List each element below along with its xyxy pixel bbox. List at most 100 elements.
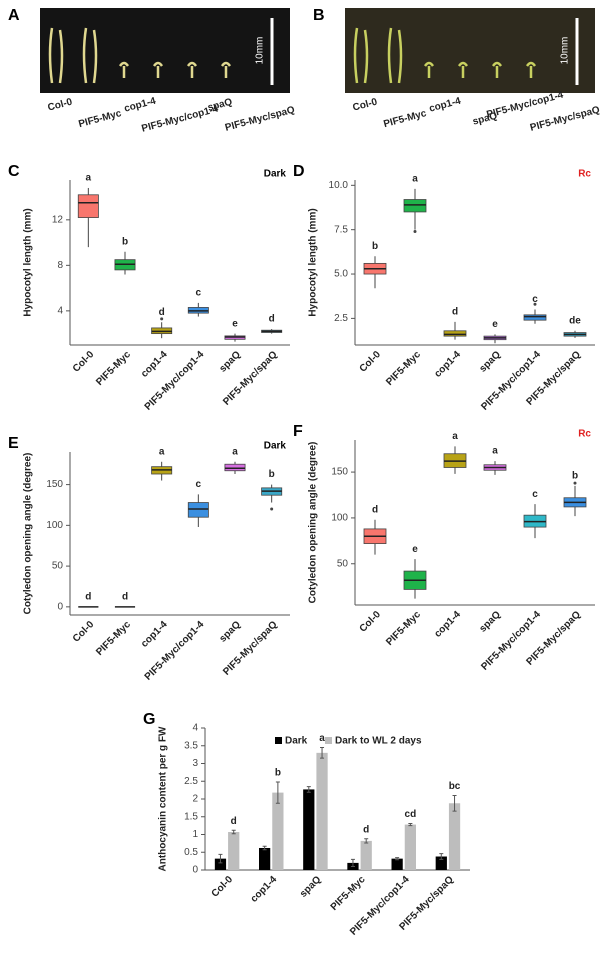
significance-letter: d <box>452 307 458 318</box>
condition-label: Dark <box>264 169 287 180</box>
seedling <box>353 27 369 84</box>
y-tick-label: 0 <box>192 865 198 876</box>
seedling <box>423 61 435 78</box>
y-tick-label: 50 <box>337 558 349 569</box>
x-tick-label: Col-0 <box>210 874 236 900</box>
condition-label: Dark <box>264 441 287 452</box>
y-tick-label: 2.5 <box>334 313 348 324</box>
significance-letter: a <box>452 431 458 442</box>
error-bar <box>395 857 400 861</box>
error-bar <box>439 853 444 860</box>
significance-letter: c <box>532 489 538 500</box>
photo <box>345 8 595 93</box>
y-tick-label: 12 <box>52 214 64 225</box>
seedling <box>457 61 469 78</box>
significance-letter: a <box>86 173 92 184</box>
x-tick-label: PIF5-Myc <box>94 619 133 658</box>
seedling <box>82 27 98 84</box>
significance-letter: d <box>269 314 275 325</box>
significance-letter: b <box>572 470 578 481</box>
significance-letter: bc <box>449 781 461 792</box>
bar <box>404 824 416 870</box>
significance-letter: e <box>232 318 238 329</box>
y-tick-label: 100 <box>46 520 63 531</box>
y-tick-label: 2 <box>192 794 198 805</box>
significance-letter: d <box>85 591 91 602</box>
outlier <box>533 302 537 306</box>
significance-letter: b <box>275 768 281 779</box>
seedling <box>491 61 503 78</box>
x-tick-label: spaQ <box>478 349 504 375</box>
y-tick-label: 8 <box>57 260 63 271</box>
panel-letter: D <box>293 163 305 180</box>
significance-letter: b <box>269 469 275 480</box>
box <box>224 463 246 472</box>
y-tick-label: 7.5 <box>334 224 348 235</box>
bar <box>435 856 447 870</box>
seedling <box>525 61 537 78</box>
y-axis-title: Hypocotyl length (mm) <box>308 208 319 316</box>
error-bar <box>350 858 355 867</box>
y-tick-label: 100 <box>331 513 348 524</box>
box <box>77 194 99 218</box>
outlier <box>413 229 417 233</box>
y-tick-label: 2.5 <box>184 776 198 787</box>
box <box>523 314 547 321</box>
significance-letter: b <box>122 236 128 247</box>
scale-label: 10mm <box>255 37 266 65</box>
error-bar <box>275 781 280 804</box>
scale-label: 10mm <box>560 37 571 65</box>
seedling <box>48 27 64 84</box>
box <box>403 199 427 213</box>
significance-letter: a <box>412 174 418 185</box>
x-tick-label: spaQ <box>218 349 244 375</box>
y-tick-label: 0.5 <box>184 847 198 858</box>
photo <box>40 8 290 93</box>
significance-letter: c <box>196 479 202 490</box>
y-tick-label: 50 <box>52 561 64 572</box>
legend-label: Dark <box>285 736 308 747</box>
y-axis-title: Hypocotyl length (mm) <box>23 208 34 316</box>
photo-label: PIF5-Myc/spaQ <box>224 104 296 133</box>
y-tick-label: 4 <box>192 723 198 734</box>
significance-letter: d <box>122 591 128 602</box>
seedling <box>152 61 164 78</box>
significance-letter: d <box>231 816 237 827</box>
significance-letter: d <box>372 504 378 515</box>
bar <box>391 858 403 870</box>
legend-swatch <box>275 737 282 744</box>
seedling <box>186 61 198 78</box>
significance-letter: a <box>492 446 498 457</box>
x-tick-label: PIF5-Myc <box>329 874 368 913</box>
y-tick-label: 3.5 <box>184 740 198 751</box>
x-tick-label: Col-0 <box>71 619 97 645</box>
x-tick-label: spaQ <box>218 619 244 645</box>
y-axis-title: Cotyledon opening angle (degree) <box>308 442 319 604</box>
outlier <box>270 507 274 511</box>
y-tick-label: 1 <box>192 829 198 840</box>
error-bar <box>364 838 369 844</box>
bar <box>214 858 227 870</box>
significance-letter: a <box>319 733 325 744</box>
photo-label: Col-0 <box>47 96 74 113</box>
photo-label: PIF5-Myc <box>77 108 123 130</box>
y-tick-label: 0 <box>57 601 63 612</box>
y-tick-label: 10.0 <box>329 180 349 191</box>
x-tick-label: PIF5-Myc <box>384 609 423 648</box>
bar <box>316 752 328 870</box>
photo-label: cop1-4 <box>123 96 157 115</box>
panel-letter: C <box>8 163 20 180</box>
x-tick-label: PIF5-Myc <box>94 349 133 388</box>
x-tick-label: cop1-4 <box>249 874 280 905</box>
bar <box>272 792 284 870</box>
bar <box>303 789 315 870</box>
x-tick-label: PIF5-Myc <box>384 349 423 388</box>
x-tick-label: cop1-4 <box>139 619 170 650</box>
significance-letter: e <box>492 319 498 330</box>
error-bar <box>218 853 223 864</box>
y-tick-label: 3 <box>192 758 198 769</box>
photo-label: PIF5-Myc/spaQ <box>529 104 601 133</box>
outlier <box>160 317 164 321</box>
x-tick-label: spaQ <box>298 874 324 900</box>
significance-letter: c <box>532 294 538 305</box>
